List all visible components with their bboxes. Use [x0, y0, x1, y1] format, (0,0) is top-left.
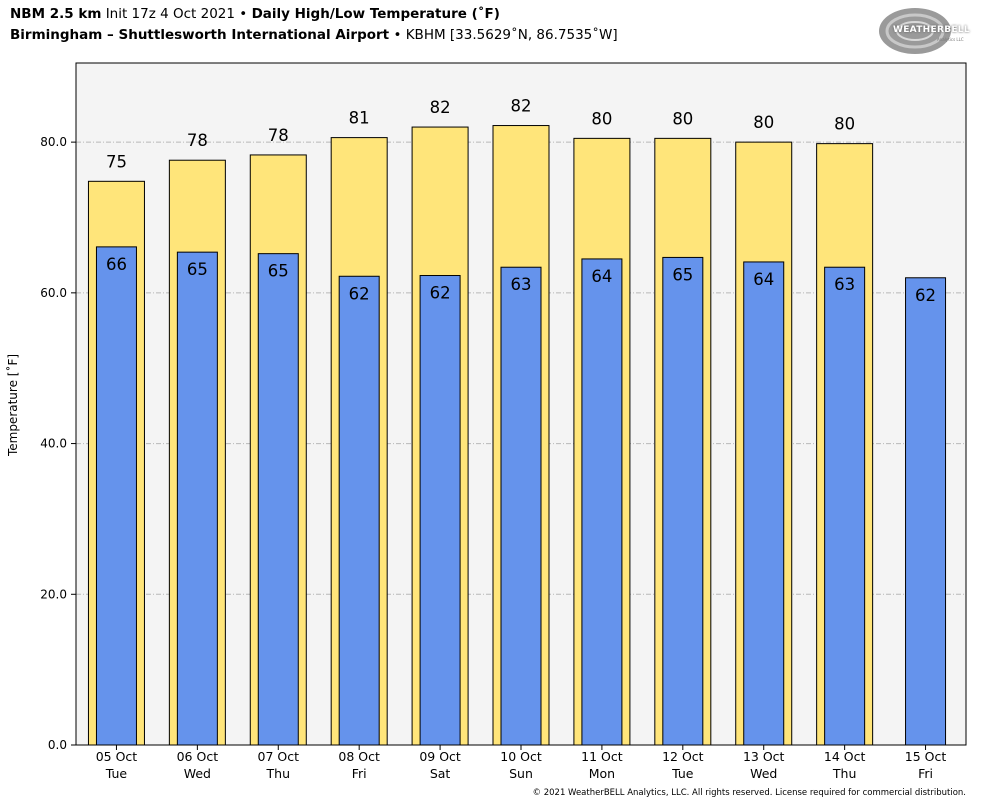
x-tick-date: 15 Oct [905, 749, 947, 764]
station-info: KBHM [33.5629˚N, 86.7535˚W] [405, 27, 618, 43]
logo-subtext: Analytics LLC [937, 37, 964, 42]
high-temp-label: 78 [268, 126, 289, 145]
x-tick-date: 10 Oct [500, 749, 542, 764]
title-separator-2: • [393, 27, 402, 43]
x-tick-date: 08 Oct [338, 749, 380, 764]
x-tick-day: Wed [184, 766, 211, 781]
x-tick-date: 11 Oct [581, 749, 623, 764]
y-tick-label: 80.0 [40, 135, 67, 149]
weatherbell-logo: WEATHERBELL Analytics LLC [877, 6, 970, 56]
x-tick-day: Tue [105, 766, 128, 781]
x-tick-date: 13 Oct [743, 749, 785, 764]
chart-title-line-1: NBM 2.5 km Init 17z 4 Oct 2021 • Daily H… [10, 6, 500, 22]
low-temp-label: 64 [591, 267, 612, 286]
high-temp-label: 82 [511, 97, 532, 116]
low-temp-label: 66 [106, 255, 127, 274]
low-temp-label: 62 [430, 284, 451, 303]
low-temp-bar [95, 246, 137, 746]
x-tick-date: 09 Oct [419, 749, 461, 764]
low-temp-label: 62 [915, 286, 936, 305]
title-separator: • [239, 6, 248, 22]
high-temp-label: 82 [430, 98, 451, 117]
high-temp-label: 80 [753, 113, 774, 132]
low-temp-bar [824, 266, 866, 746]
x-tick-date: 05 Oct [96, 749, 138, 764]
low-temp-label: 63 [834, 275, 855, 294]
x-tick-day: Fri [352, 766, 367, 781]
x-tick-day: Thu [266, 766, 290, 781]
x-tick-date: 06 Oct [177, 749, 219, 764]
low-temp-bar [581, 258, 623, 746]
y-axis-ticks: 0.0 20.0 40.0 60.0 80.0 [40, 135, 76, 752]
copyright-footer: © 2021 WeatherBELL Analytics, LLC. All r… [532, 788, 966, 798]
low-temp-label: 63 [511, 275, 532, 294]
high-temp-label: 75 [106, 152, 127, 171]
low-temp-bar [500, 266, 542, 746]
low-temp-bar [905, 277, 947, 746]
chart-title-line-2: Birmingham – Shuttlesworth International… [10, 27, 618, 43]
high-temp-label: 81 [349, 109, 370, 128]
x-tick-day: Tue [671, 766, 694, 781]
station-name: Birmingham – Shuttlesworth International… [10, 27, 390, 43]
y-tick-label: 20.0 [40, 587, 67, 601]
y-tick-label: 40.0 [40, 437, 67, 451]
x-tick-day: Sun [509, 766, 533, 781]
low-temp-bar [176, 251, 218, 746]
model-name: NBM 2.5 km [10, 6, 102, 22]
low-temp-bar [419, 275, 461, 746]
y-axis-label: Temperature [˚F] [6, 353, 20, 457]
bars [87, 125, 947, 746]
high-temp-label: 80 [591, 109, 612, 128]
low-temp-bar [338, 275, 380, 746]
low-temp-bar [662, 256, 704, 746]
product-title: Daily High/Low Temperature (˚F) [251, 6, 500, 22]
x-tick-day: Sat [430, 766, 451, 781]
x-tick-date: 07 Oct [258, 749, 300, 764]
value-labels: 75 66 78 65 78 65 81 62 82 62 82 63 80 64 80 65 80 64 80 63… [106, 97, 936, 305]
x-tick-day: Wed [750, 766, 777, 781]
x-tick-date: 12 Oct [662, 749, 704, 764]
low-temp-label: 65 [672, 265, 693, 284]
logo-swirl-icon [879, 8, 951, 54]
x-tick-date: 14 Oct [824, 749, 866, 764]
x-axis-ticks: 05 Oct Tue 06 Oct Wed 07 Oct Thu 08 Oct Fri 09 O… [96, 745, 947, 781]
low-temp-bar [257, 253, 299, 746]
x-tick-day: Mon [589, 766, 615, 781]
low-temp-label: 65 [268, 262, 289, 281]
y-tick-label: 60.0 [40, 286, 67, 300]
x-tick-day: Fri [918, 766, 933, 781]
high-temp-label: 80 [834, 115, 855, 134]
low-temp-label: 65 [187, 260, 208, 279]
low-temp-bar [743, 261, 785, 746]
x-tick-day: Thu [832, 766, 856, 781]
low-temp-label: 62 [349, 284, 370, 303]
y-tick-label: 0.0 [48, 738, 67, 752]
logo-text: WEATHERBELL [893, 25, 970, 35]
init-time: Init 17z 4 Oct 2021 [105, 6, 235, 22]
low-temp-label: 64 [753, 270, 774, 289]
high-temp-label: 80 [672, 109, 693, 128]
high-temp-label: 78 [187, 131, 208, 150]
